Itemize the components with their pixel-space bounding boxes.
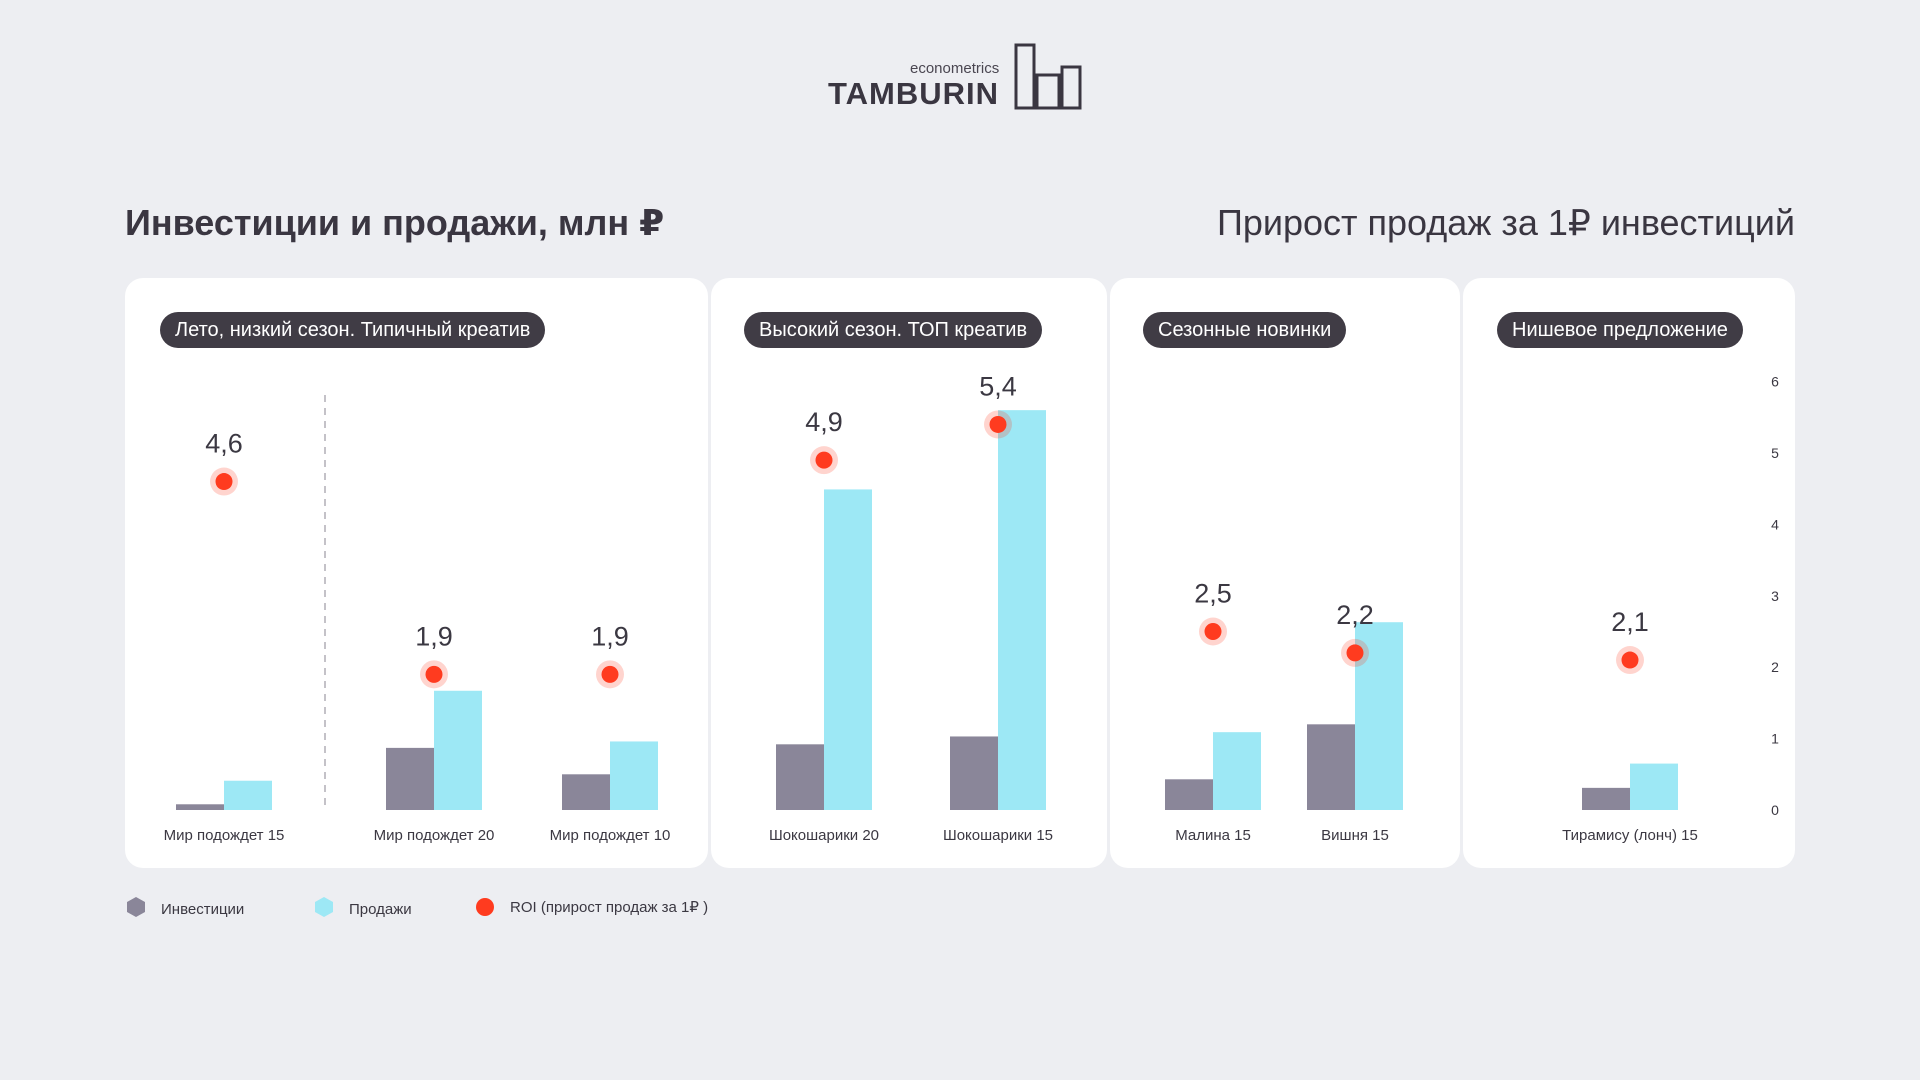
chart-title-right: Прирост продаж за 1₽ инвестиций [1216, 202, 1795, 243]
category-tick-label: Тирамису (лонч) 15 [1562, 827, 1698, 844]
bar-sales [224, 780, 272, 810]
logo-subtitle: econometrics [910, 60, 1000, 77]
hexagon-icon [127, 897, 145, 917]
y-axis-tick-label: 3 [1771, 588, 1779, 604]
category-tick-label: Мир подождет 15 [164, 827, 285, 844]
logo-name: TAMBURIN [828, 76, 1000, 111]
bar-sales [610, 741, 658, 810]
bar-investments [176, 804, 224, 810]
panel-label: Нишевое предложение [1497, 312, 1743, 348]
hexagon-icon [315, 897, 333, 917]
legend-label: Инвестиции [161, 901, 245, 918]
bar-investments [950, 736, 998, 810]
roi-data-label: 2,2 [1336, 600, 1374, 630]
tamburin-logo: econometrics TAMBURIN [828, 42, 1093, 112]
bar-investments [1165, 779, 1213, 810]
category-tick-label: Шокошарики 20 [769, 827, 879, 844]
bar-sales [1630, 763, 1678, 810]
category-tick-label: Мир подождет 10 [550, 827, 671, 844]
roi-point [1346, 644, 1364, 662]
roi-point [1204, 623, 1222, 640]
bar-sales [434, 690, 482, 810]
chart-title-left: Инвестиции и продажи, млн ₽ [125, 202, 665, 243]
roi-data-label: 2,1 [1611, 607, 1649, 637]
bar-investments [386, 747, 434, 810]
roi-point [989, 415, 1007, 433]
bar-investments [1582, 787, 1630, 810]
roi-data-label: 5,4 [979, 371, 1017, 401]
bar-sales [998, 410, 1046, 810]
roi-data-label: 4,6 [205, 429, 243, 459]
roi-data-label: 1,9 [415, 621, 453, 651]
legend-label: ROI (прирост продаж за 1₽ ) [510, 899, 709, 916]
category-tick-label: Малина 15 [1175, 827, 1251, 844]
bar-investments [562, 774, 610, 810]
panel-label: Сезонные новинки [1143, 312, 1347, 348]
y-axis-tick-label: 0 [1771, 802, 1779, 818]
bar-sales [1213, 732, 1261, 810]
roi-point [815, 451, 833, 469]
y-axis-tick-label: 2 [1771, 659, 1779, 675]
y-axis-tick-label: 1 [1771, 731, 1779, 747]
dot-icon [476, 898, 494, 916]
panel-label: Высокий сезон. ТОП креатив [744, 312, 1043, 348]
panel-niche-offer: Нишевое предложение [1463, 278, 1795, 868]
roi-point [215, 473, 233, 491]
bar-investments [1307, 724, 1355, 810]
bar-investments [776, 744, 824, 810]
roi-point [1621, 651, 1639, 669]
category-tick-label: Шокошарики 15 [943, 827, 1053, 844]
category-tick-label: Мир подождет 20 [374, 827, 495, 844]
y-axis-tick-label: 6 [1771, 374, 1779, 390]
roi-data-label: 2,5 [1194, 579, 1232, 609]
y-axis-tick-label: 4 [1771, 516, 1779, 532]
roi-point [425, 665, 443, 683]
logo-bars-icon [1014, 43, 1082, 110]
bar-sales [824, 489, 872, 810]
category-tick-label: Вишня 15 [1321, 827, 1389, 844]
roi-point [601, 665, 619, 683]
y-axis-tick-label: 5 [1771, 445, 1779, 461]
legend-label: Продажи [349, 901, 412, 918]
roi-data-label: 1,9 [591, 621, 629, 651]
roi-data-label: 4,9 [805, 407, 843, 437]
panel-label: Лето, низкий сезон. Типичный креатив [160, 312, 546, 348]
